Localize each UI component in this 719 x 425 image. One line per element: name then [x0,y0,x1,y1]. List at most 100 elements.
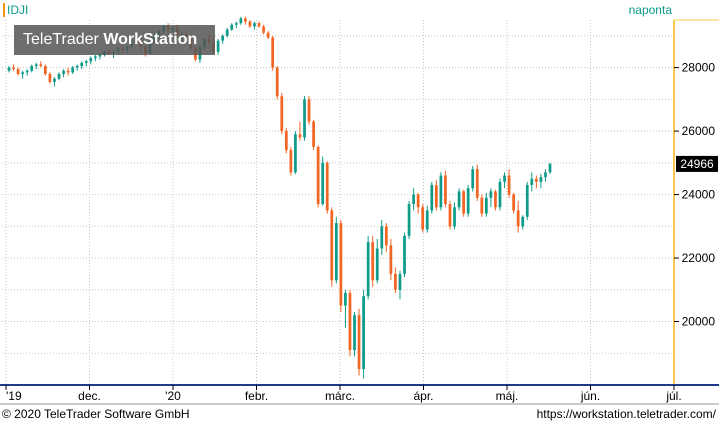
candle-body [66,70,70,73]
candle [216,39,220,55]
symbol-marker [3,3,5,17]
candle [12,64,15,71]
candle [266,31,270,40]
candle [280,93,284,135]
candle-body [25,70,29,73]
candle [248,20,252,28]
x-tick-label: júl. [665,389,681,403]
candle-body [516,210,520,227]
candle-body [448,204,452,227]
candle-body [512,194,515,211]
last-price-label: 24966 [680,157,714,171]
candle-body [84,61,88,63]
interval-label: naponta [628,3,672,17]
last-price-marker: 24966 [676,155,718,172]
candle [353,312,356,357]
candle-body [275,67,279,97]
candle [230,23,234,32]
candle [394,267,397,293]
candle-body [475,169,479,198]
candle [403,232,406,278]
candle-body [248,21,252,27]
candle [498,178,502,211]
candle [284,127,288,154]
candle [512,192,515,214]
candle-body [503,175,506,182]
candle-body [439,175,443,208]
symbol-label: IDJI [7,3,29,17]
candle [480,194,484,217]
candle-body [312,121,315,147]
candle-body [98,54,102,57]
candle-body [434,185,438,208]
y-tick-label: 22000 [682,251,716,265]
candle-body [298,134,302,138]
watermark-brand-bold: WorkStation [103,31,198,48]
x-tick-label: dec. [78,389,101,403]
candle-body [534,178,538,182]
candle-body [12,67,15,70]
candle [448,200,452,230]
teletrader-watermark-logo: TeleTrader WorkStation [14,25,215,55]
candle-body [521,216,525,227]
candle [539,173,543,189]
last-price-box [676,155,718,172]
candle [548,162,552,174]
candle-body [425,210,429,230]
website-link[interactable]: https://workstation.teletrader.com/ [536,407,716,421]
x-tick-label: febr. [245,389,268,403]
candle [439,172,443,211]
candle [71,66,75,74]
candle [275,66,279,100]
candle-body [394,273,397,290]
candle-body [466,188,470,214]
chart-axes [0,19,719,405]
candle [321,156,325,206]
candle-body [334,223,338,281]
candle [84,59,88,67]
candle-body [462,191,465,214]
candle [48,72,52,84]
candle [398,270,402,300]
candle [489,188,493,208]
candle-body [307,99,311,122]
x-tick-label: '19 [6,389,22,403]
candlestick-series [7,16,552,379]
candle [366,235,370,300]
candle [94,54,97,62]
candle [416,192,420,214]
candle-body [253,23,256,27]
candle-body [75,66,79,68]
candle [544,169,547,182]
x-tick-label: jún. [580,389,600,403]
candle-body [325,162,329,211]
candle-body [234,23,238,25]
chart-grid [2,20,675,386]
candle-body [44,66,47,74]
candle-body [407,204,411,236]
candle [312,119,315,151]
candle [330,207,334,287]
candle-body [39,64,43,67]
candle-body [62,70,65,74]
candle-body [371,242,375,281]
candle [375,239,379,284]
candle-body [53,78,56,82]
candle-body [16,69,20,74]
candle [339,219,343,312]
candle-body [539,177,543,182]
candle [380,219,384,255]
candle [471,166,475,192]
candle-body [330,210,334,281]
candle-body [284,131,288,151]
candle [89,56,93,65]
candle [348,289,352,357]
candle [507,169,511,198]
candle [34,62,38,70]
candle-body [244,18,247,22]
candle-body [57,73,61,79]
candle [257,21,261,28]
candle-body [353,315,356,351]
candle-body [71,67,75,73]
